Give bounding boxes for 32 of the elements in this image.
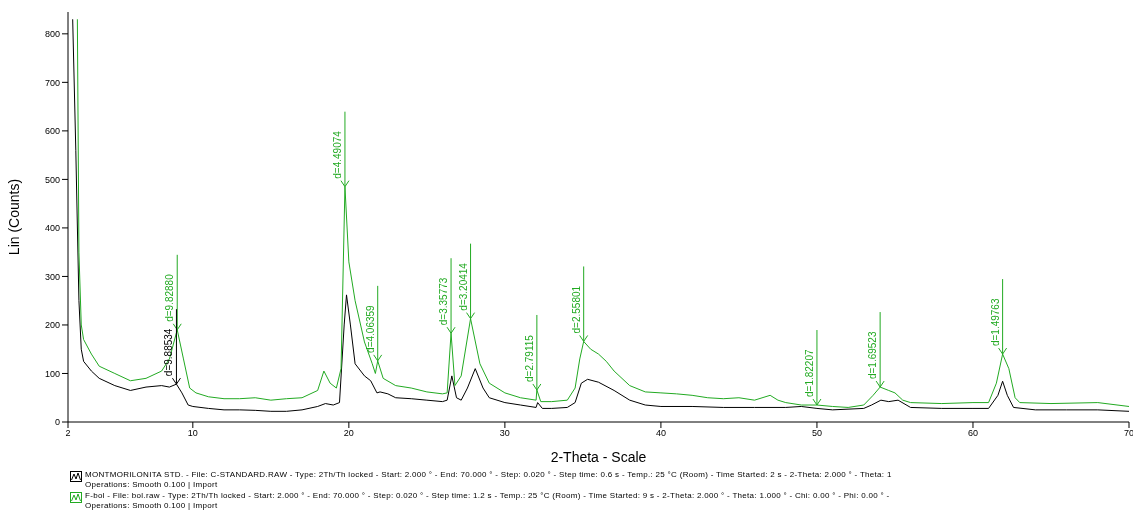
annotation: d=4.06359 [364, 304, 376, 353]
y-tick-label: 600 [44, 126, 60, 137]
x-axis-title: 2-Theta - Scale [550, 449, 647, 465]
annotation: d=2.79115 [523, 334, 535, 382]
y-tick-label: 500 [44, 174, 60, 185]
legend-label: F-bol - File: bol.raw - Type: 2Th/Th locked - Start: 2.000 ° - End: 70.000 ° - Step: 0.020 ° - Step time: 1.2 s - Temp.: 25 °C (Room) - Time Started: 9 s - 2-Theta: 2.000 ° - Theta: 1.000 ° - Chi: 0.00 ° - Phi: 0.00 ° - Operations: Smooth 0.100 | Import [85, 491, 890, 511]
y-tick-label: 0 [54, 417, 60, 428]
y-tick-label: 100 [44, 368, 60, 379]
y-tick-label: 800 [44, 29, 60, 40]
annotation: d=3.20414 [457, 262, 469, 311]
x-tick-label: 50 [811, 428, 822, 439]
x-tick-label: 2 [65, 428, 71, 439]
y-tick-label: 700 [44, 77, 60, 88]
annotation: d=4.49074 [331, 130, 343, 179]
x-tick-label: 60 [967, 428, 978, 439]
x-tick-label: 40 [655, 428, 666, 439]
legend-label: MONTMORILONITA STD. - File: C-STANDARD.RAW - Type: 2Th/Th locked - Start: 2.000 ° - End: 70.000 ° - Step: 0.020 ° - Step time: 0.6 s - Temp.: 25 °C (Room) - Time Started: 2 s - 2-Theta: 2.000 ° - Theta: 1 Operations: Smooth 0.100 | Import [85, 470, 892, 490]
y-tick-label: 300 [44, 271, 60, 282]
annotation: d=1.69523 [867, 331, 879, 380]
annotation: d=9.88534 [163, 328, 175, 377]
y-axis-title: Lin (Counts) [5, 178, 22, 256]
annotation: d=3.35773 [438, 277, 450, 326]
x-tick-label: 30 [499, 428, 510, 439]
x-tick-label: 10 [187, 428, 198, 439]
y-tick-label: 200 [44, 320, 60, 331]
x-tick-label: 20 [343, 428, 354, 439]
annotation: d=2.55801 [570, 285, 582, 334]
annotation: d=1.82207 [803, 349, 815, 398]
x-tick-label: 70 [1123, 428, 1133, 439]
y-tick-label: 400 [44, 223, 60, 234]
annotation: d=1.49763 [989, 298, 1001, 347]
annotation: d=9.82880 [164, 273, 176, 322]
